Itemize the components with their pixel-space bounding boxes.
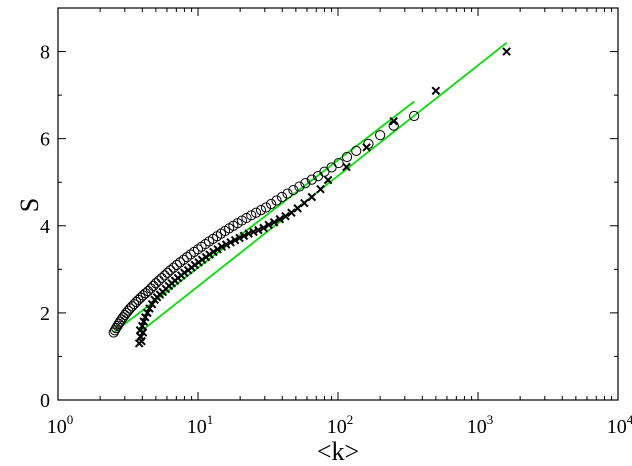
data-point-circle [260, 202, 272, 213]
data-point-cross [137, 336, 146, 346]
circle-series [108, 110, 420, 338]
data-point-circle [175, 257, 186, 268]
x-tick-labels: 100 101 102 103 104 [47, 412, 632, 438]
data-point-cross [226, 238, 235, 247]
y-tick-label: 6 [40, 129, 50, 151]
data-point-circle [266, 198, 277, 210]
data-point-circle [153, 275, 164, 286]
data-point-circle [351, 145, 362, 156]
y-tick-label: 2 [40, 303, 50, 325]
data-point-cross [217, 242, 227, 251]
x-tick-label: 100 [47, 412, 74, 438]
y-axis-label: S [15, 198, 44, 212]
data-point-circle [159, 270, 170, 281]
y-tick-label: 8 [40, 42, 50, 64]
data-point-circle [185, 249, 196, 260]
data-point-cross [275, 214, 285, 224]
data-point-cross [147, 299, 157, 309]
data-point-circle [189, 246, 200, 258]
data-point-circle [250, 207, 262, 218]
y-tick-label: 4 [40, 216, 50, 238]
x-tick-label: 104 [607, 412, 632, 438]
data-point-circle [192, 244, 204, 255]
data-point-circle [271, 195, 282, 206]
data-point-circle [282, 188, 293, 199]
x-tick-label: 101 [187, 412, 214, 438]
data-point-circle [375, 130, 386, 141]
data-point-circle [200, 238, 211, 250]
data-point-cross [239, 231, 249, 241]
data-point-circle [156, 272, 167, 284]
data-point-cross [221, 240, 231, 249]
y-tick-labels: 0 2 4 6 8 [40, 42, 50, 412]
data-point-cross [307, 192, 317, 202]
data-point-circle [145, 283, 156, 294]
x-axis-label: <k> [317, 437, 359, 466]
data-point-circle [288, 184, 299, 196]
data-point-cross [143, 308, 152, 318]
data-point-circle [148, 280, 159, 291]
data-point-cross [213, 244, 222, 254]
data-point-cross [249, 227, 258, 237]
data-point-cross [244, 229, 253, 238]
data-point-cross [502, 47, 511, 56]
data-point-circle [276, 191, 288, 203]
data-point-cross [254, 225, 263, 235]
data-point-circle [150, 278, 161, 289]
data-point-circle [142, 286, 154, 297]
data-point-cross [287, 208, 296, 218]
data-point-cross [342, 162, 351, 172]
data-point-cross [281, 211, 290, 221]
data-point-cross [323, 175, 333, 185]
x-tick-label: 103 [467, 412, 494, 438]
data-point-circle [178, 254, 189, 265]
data-point-cross [235, 233, 244, 243]
data-point-circle [246, 210, 257, 221]
data-point-cross [264, 220, 274, 230]
data-point-cross [300, 198, 309, 208]
x-tick-label: 102 [327, 412, 354, 438]
data-point-circle [341, 151, 353, 163]
data-point-cross [230, 235, 240, 245]
data-point-circle [165, 265, 176, 276]
data-point-circle [162, 267, 173, 278]
data-point-cross [389, 116, 399, 126]
data-point-circle [168, 262, 179, 273]
data-point-cross [209, 247, 218, 257]
data-point-cross [362, 143, 371, 152]
y-tick-label: 0 [40, 390, 50, 412]
data-point-cross [138, 328, 148, 337]
data-point-cross [316, 184, 325, 194]
data-point-circle [409, 110, 420, 122]
data-point-circle [241, 212, 252, 224]
data-point-circle [255, 204, 267, 216]
data-point-circle [294, 181, 305, 192]
cross-series [134, 47, 511, 348]
data-point-circle [171, 259, 182, 271]
axis-ticks [57, 8, 619, 401]
data-point-circle [300, 177, 311, 189]
data-point-cross [145, 304, 154, 313]
data-point-cross [269, 217, 279, 227]
data-point-circle [333, 157, 344, 169]
data-point-circle [181, 252, 193, 263]
data-point-cross [140, 312, 150, 322]
data-point-cross [259, 223, 268, 233]
data-point-circle [306, 174, 317, 185]
data-point-cross [431, 86, 441, 96]
data-point-cross [293, 204, 302, 213]
